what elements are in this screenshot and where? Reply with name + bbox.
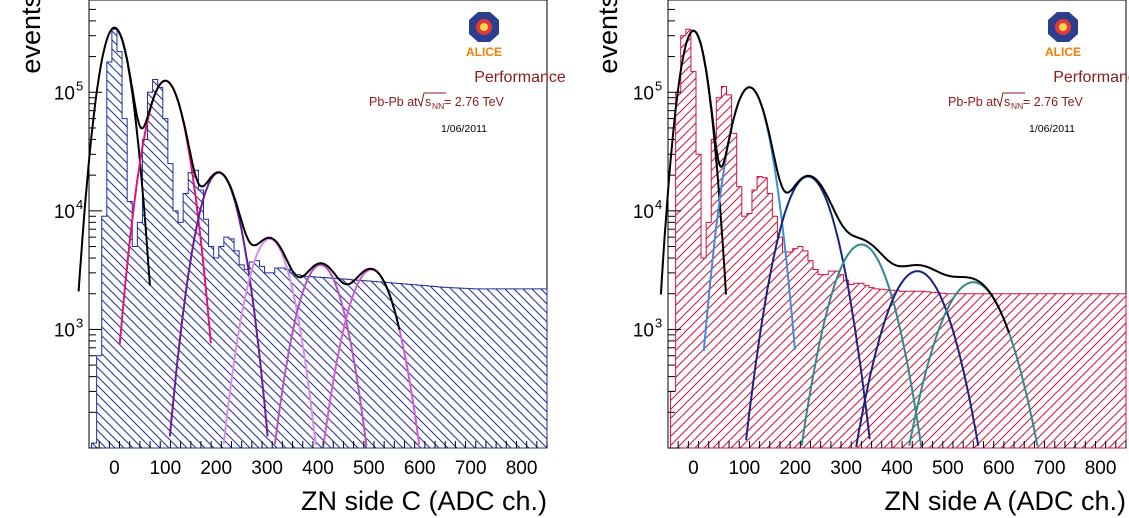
y-tick-label: 10 3 bbox=[54, 315, 83, 341]
y-tick-base: 10 bbox=[54, 83, 75, 104]
logo-text: ALICE bbox=[466, 45, 502, 59]
fit-curve-4 bbox=[855, 270, 980, 448]
y-tick-label: 10 4 bbox=[54, 197, 83, 223]
x-tick-label: 600 bbox=[983, 458, 1015, 479]
y-tick-exponent: 3 bbox=[76, 315, 83, 330]
nn-subscript: NN bbox=[432, 101, 444, 111]
x-tick-label: 100 bbox=[149, 458, 181, 479]
sqrt-s-label: s bbox=[1004, 95, 1010, 109]
x-tick-label: 300 bbox=[251, 458, 283, 479]
x-tick-label: 800 bbox=[506, 458, 538, 479]
y-tick-exponent: 5 bbox=[655, 78, 662, 93]
x-axis-label: ZN side C (ADC ch.) bbox=[301, 486, 547, 516]
y-tick-exponent: 3 bbox=[655, 315, 662, 330]
collision-system-label: Pb-Pb at s NN = 2.76 TeV bbox=[948, 92, 1084, 111]
performance-label: Performance bbox=[1053, 69, 1129, 86]
y-tick-label: 10 3 bbox=[633, 315, 662, 341]
logo-text: ALICE bbox=[1045, 45, 1081, 59]
histogram bbox=[91, 28, 548, 449]
x-tick-label: 200 bbox=[200, 458, 232, 479]
x-tick-label: 400 bbox=[881, 458, 913, 479]
x-tick-label: 300 bbox=[830, 458, 862, 479]
x-axis-label: ZN side A (ADC ch.) bbox=[884, 486, 1126, 516]
fit-curve-3 bbox=[222, 237, 317, 446]
y-axis-label: events bbox=[593, 0, 623, 74]
x-tick-label: 100 bbox=[728, 458, 760, 479]
alice-logo: ALICE bbox=[466, 12, 502, 59]
y-tick-label: 10 5 bbox=[633, 78, 662, 104]
x-tick-label: 0 bbox=[109, 458, 120, 479]
alice-logo: ALICE bbox=[1045, 12, 1081, 59]
x-tick-label: 0 bbox=[688, 458, 699, 479]
performance-label: Performance bbox=[474, 69, 566, 86]
x-tick-label: 500 bbox=[353, 458, 385, 479]
energy-label: = 2.76 TeV bbox=[444, 95, 505, 109]
y-tick-exponent: 4 bbox=[655, 197, 662, 212]
fit-curve-5 bbox=[908, 281, 1039, 447]
fit-curve-4 bbox=[273, 263, 368, 447]
x-tick-label: 800 bbox=[1085, 458, 1117, 479]
y-tick-base: 10 bbox=[633, 320, 654, 341]
y-tick-exponent: 4 bbox=[76, 197, 83, 212]
total-fit-curve bbox=[690, 29, 1010, 333]
y-tick-exponent: 5 bbox=[76, 78, 83, 93]
nn-subscript: NN bbox=[1011, 101, 1023, 111]
system-prefix: Pb-Pb at bbox=[948, 95, 997, 109]
y-tick-base: 10 bbox=[54, 320, 75, 341]
x-tick-label: 700 bbox=[455, 458, 487, 479]
y-tick-base: 10 bbox=[54, 202, 75, 223]
x-tick-label: 600 bbox=[404, 458, 436, 479]
energy-label: = 2.76 TeV bbox=[1023, 95, 1084, 109]
y-tick-base: 10 bbox=[633, 83, 654, 104]
date-label: 1/06/2011 bbox=[441, 123, 487, 135]
y-tick-base: 10 bbox=[633, 202, 654, 223]
y-tick-label: 10 4 bbox=[633, 197, 662, 223]
date-label: 1/06/2011 bbox=[1029, 123, 1075, 135]
x-tick-label: 500 bbox=[932, 458, 964, 479]
x-tick-label: 200 bbox=[779, 458, 811, 479]
system-prefix: Pb-Pb at bbox=[369, 95, 418, 109]
sqrt-s-label: s bbox=[425, 95, 431, 109]
x-tick-label: 700 bbox=[1034, 458, 1066, 479]
x-tick-label: 400 bbox=[302, 458, 334, 479]
fit-curve-3 bbox=[800, 243, 923, 447]
total-fit-curve bbox=[111, 26, 401, 330]
y-tick-label: 10 5 bbox=[54, 78, 83, 104]
y-axis-label: events bbox=[16, 0, 46, 74]
collision-system-label: Pb-Pb at s NN = 2.76 TeV bbox=[369, 92, 505, 111]
